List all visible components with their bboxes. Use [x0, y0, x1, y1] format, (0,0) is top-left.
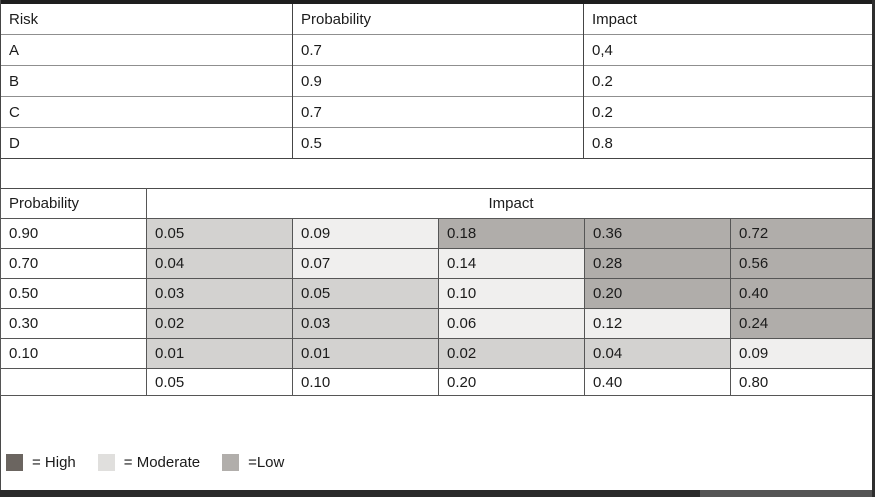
matrix-impact-scale-cell: 0.80: [730, 368, 875, 396]
matrix-cell: 0.01: [146, 338, 293, 369]
matrix-row: 0.10 0.01 0.01 0.02 0.04 0.09: [0, 338, 875, 369]
matrix-probability-label: 0.50: [0, 278, 147, 309]
risk-matrix-table: Probability Impact 0.90 0.05 0.09 0.18 0.36 0…: [0, 188, 875, 396]
matrix-cell: 0.05: [292, 278, 439, 309]
matrix-cell: 0.14: [438, 248, 585, 279]
matrix-cell: 0.24: [730, 308, 875, 339]
matrix-cell: 0.04: [146, 248, 293, 279]
register-row: A 0.7 0,4: [0, 34, 875, 66]
matrix-cell: 0.01: [292, 338, 439, 369]
matrix-cell: 0.40: [730, 278, 875, 309]
matrix-cell: 0.09: [730, 338, 875, 369]
matrix-cell: 0.02: [146, 308, 293, 339]
matrix-cell: 0.03: [292, 308, 439, 339]
register-column-header: Impact: [583, 4, 875, 35]
matrix-impact-header: Impact: [146, 188, 875, 219]
matrix-cell: 0.09: [292, 218, 439, 249]
matrix-impact-scale-cell: 0.40: [584, 368, 731, 396]
matrix-cell: 0.10: [438, 278, 585, 309]
risk-level-legend: = High = Moderate =Low: [6, 452, 306, 472]
register-risk-cell: A: [0, 34, 293, 66]
register-probability-cell: 0.7: [292, 34, 584, 66]
register-impact-cell: 0,4: [583, 34, 875, 66]
matrix-row: 0.70 0.04 0.07 0.14 0.28 0.56: [0, 248, 875, 279]
register-column-header: Risk: [0, 4, 293, 35]
register-impact-cell: 0.8: [583, 127, 875, 159]
risk-register-table: Risk Probability Impact A 0.7 0,4 B 0.9 0.2 C 0.7…: [0, 4, 875, 159]
register-probability-cell: 0.5: [292, 127, 584, 159]
legend-item-moderate: = Moderate: [97, 453, 201, 471]
matrix-row: 0.50 0.03 0.05 0.10 0.20 0.40: [0, 278, 875, 309]
matrix-impact-scale-cell: 0.10: [292, 368, 439, 396]
matrix-empty-cell: [0, 368, 147, 396]
matrix-cell: 0.03: [146, 278, 293, 309]
bottom-border: [0, 490, 875, 497]
register-row: B 0.9 0.2: [0, 65, 875, 97]
register-row: D 0.5 0.8: [0, 127, 875, 159]
register-impact-cell: 0.2: [583, 96, 875, 128]
matrix-cell: 0.06: [438, 308, 585, 339]
matrix-probability-label: 0.90: [0, 218, 147, 249]
moderate-color-swatch: [97, 453, 115, 471]
matrix-cell: 0.05: [146, 218, 293, 249]
high-color-swatch: [6, 453, 23, 471]
matrix-cell: 0.04: [584, 338, 731, 369]
register-risk-cell: B: [0, 65, 293, 97]
legend-item-high: = High: [6, 453, 76, 471]
matrix-cell: 0.56: [730, 248, 875, 279]
right-border: [872, 0, 875, 497]
bottom-border-light-segment: [700, 490, 875, 497]
matrix-impact-scale-row: 0.05 0.10 0.20 0.40 0.80: [0, 368, 875, 396]
top-border: [0, 0, 875, 4]
register-impact-cell: 0.2: [583, 65, 875, 97]
legend-label-moderate: = Moderate: [123, 453, 201, 471]
matrix-probability-label: 0.30: [0, 308, 147, 339]
risk-matrix-header-row: Probability Impact: [0, 188, 875, 219]
register-row: C 0.7 0.2: [0, 96, 875, 128]
register-column-header: Probability: [292, 4, 584, 35]
legend-label-high: = High: [32, 453, 76, 471]
register-probability-cell: 0.7: [292, 96, 584, 128]
matrix-cell: 0.12: [584, 308, 731, 339]
matrix-impact-scale-cell: 0.05: [146, 368, 293, 396]
matrix-row: 0.30 0.02 0.03 0.06 0.12 0.24: [0, 308, 875, 339]
register-risk-cell: D: [0, 127, 293, 159]
matrix-cell: 0.36: [584, 218, 731, 249]
matrix-cell: 0.07: [292, 248, 439, 279]
matrix-row: 0.90 0.05 0.09 0.18 0.36 0.72: [0, 218, 875, 249]
matrix-probability-header: Probability: [0, 188, 147, 219]
low-color-swatch: [222, 453, 240, 471]
matrix-probability-label: 0.10: [0, 338, 147, 369]
matrix-cell: 0.28: [584, 248, 731, 279]
matrix-impact-scale-cell: 0.20: [438, 368, 585, 396]
register-risk-cell: C: [0, 96, 293, 128]
legend-item-low: =Low: [222, 453, 285, 471]
risk-register-header-row: Risk Probability Impact: [0, 4, 875, 35]
register-probability-cell: 0.9: [292, 65, 584, 97]
legend-label-low: =Low: [248, 453, 285, 471]
matrix-cell: 0.18: [438, 218, 585, 249]
matrix-cell: 0.20: [584, 278, 731, 309]
matrix-cell: 0.02: [438, 338, 585, 369]
matrix-probability-label: 0.70: [0, 248, 147, 279]
matrix-cell: 0.72: [730, 218, 875, 249]
